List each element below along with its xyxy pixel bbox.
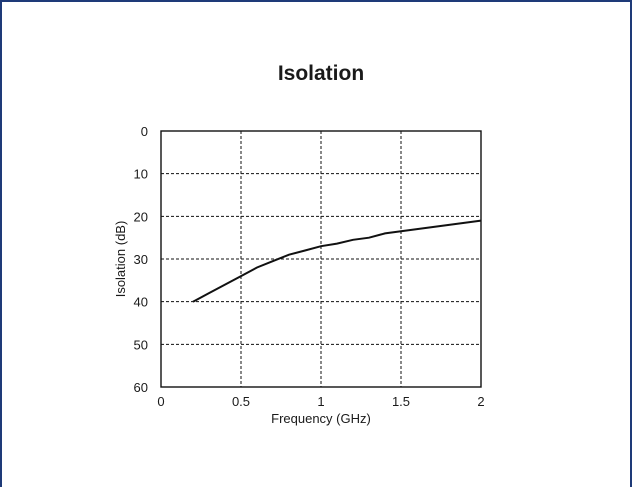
y-tick-label: 40 bbox=[134, 295, 148, 310]
y-tick-labels: 0 10 20 30 40 50 60 bbox=[134, 124, 148, 395]
x-tick-label: 2 bbox=[477, 394, 484, 409]
plot-area bbox=[160, 130, 482, 388]
y-tick-label: 30 bbox=[134, 252, 148, 267]
x-tick-label: 1 bbox=[317, 394, 324, 409]
y-axis-label: Isolation (dB) bbox=[113, 221, 128, 298]
grid-lines bbox=[161, 131, 481, 387]
isolation-series-line bbox=[192, 219, 482, 303]
x-tick-label: 0.5 bbox=[232, 394, 250, 409]
y-tick-label: 20 bbox=[134, 209, 148, 224]
x-tick-labels: 0 0.5 1 1.5 2 bbox=[157, 394, 484, 409]
y-tick-label: 0 bbox=[141, 124, 148, 139]
y-tick-label: 50 bbox=[134, 337, 148, 352]
y-tick-label: 10 bbox=[134, 167, 148, 182]
x-tick-label: 1.5 bbox=[392, 394, 410, 409]
x-axis-label: Frequency (GHz) bbox=[271, 411, 371, 426]
x-tick-label: 0 bbox=[157, 394, 164, 409]
y-tick-label: 60 bbox=[134, 380, 148, 395]
chart-title: Isolation bbox=[278, 62, 364, 85]
